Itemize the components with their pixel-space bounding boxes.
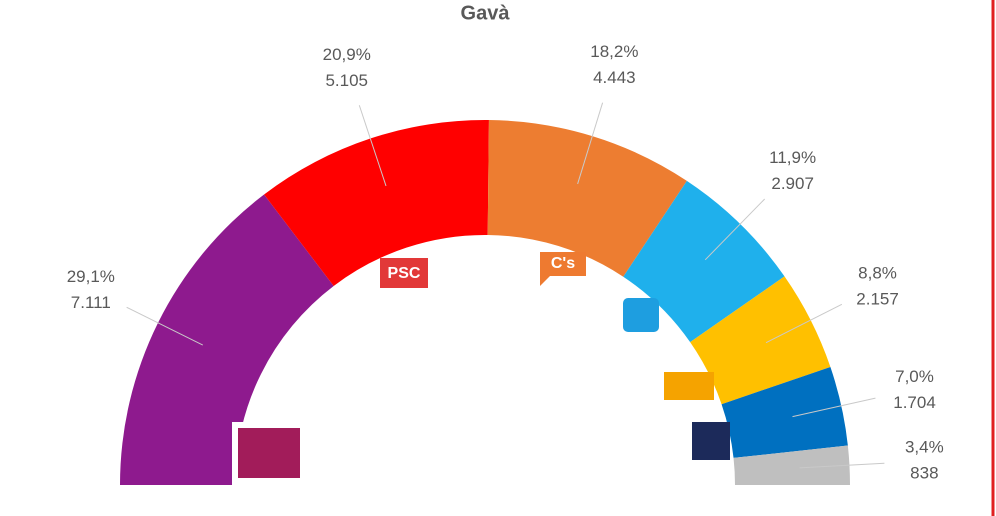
logo [692,422,730,460]
value-label: 2.907 [771,174,814,193]
percentage-label: 29,1% [67,267,115,286]
segment [623,180,785,343]
percentage-label: 11,9% [769,148,816,167]
logos: PSC C's [232,252,730,487]
leader-line [126,306,204,346]
segment [487,120,687,277]
value-label: 2.157 [856,290,899,309]
leader-line [799,462,885,469]
leader-line [577,102,604,185]
leader-line [704,198,766,261]
value-label: 7.111 [71,293,111,312]
segment [690,276,831,405]
percentage-label: 18,2% [590,42,638,61]
logo-text: C's [551,255,575,272]
chart-title: Gavà [461,2,511,24]
percentage-label: 7,0% [895,367,934,386]
segment [733,445,850,485]
value-label: 4.443 [593,68,636,87]
leader-line [358,105,387,187]
leader-line [792,397,876,418]
percentage-label: 20,9% [323,45,371,64]
logo [540,252,586,286]
logo [380,258,428,288]
leader-line [765,303,843,344]
value-label: 5.105 [325,71,368,90]
percentage-label: 3,4% [905,437,944,456]
segment [264,120,489,286]
logo-text: PSC [388,265,421,282]
value-label: 838 [910,463,938,482]
segment [721,367,848,458]
segment [120,194,334,485]
value-label: 1.704 [893,393,936,412]
logo [664,372,714,400]
percentage-label: 8,8% [858,264,897,283]
logo [238,428,300,478]
logo [623,298,659,332]
